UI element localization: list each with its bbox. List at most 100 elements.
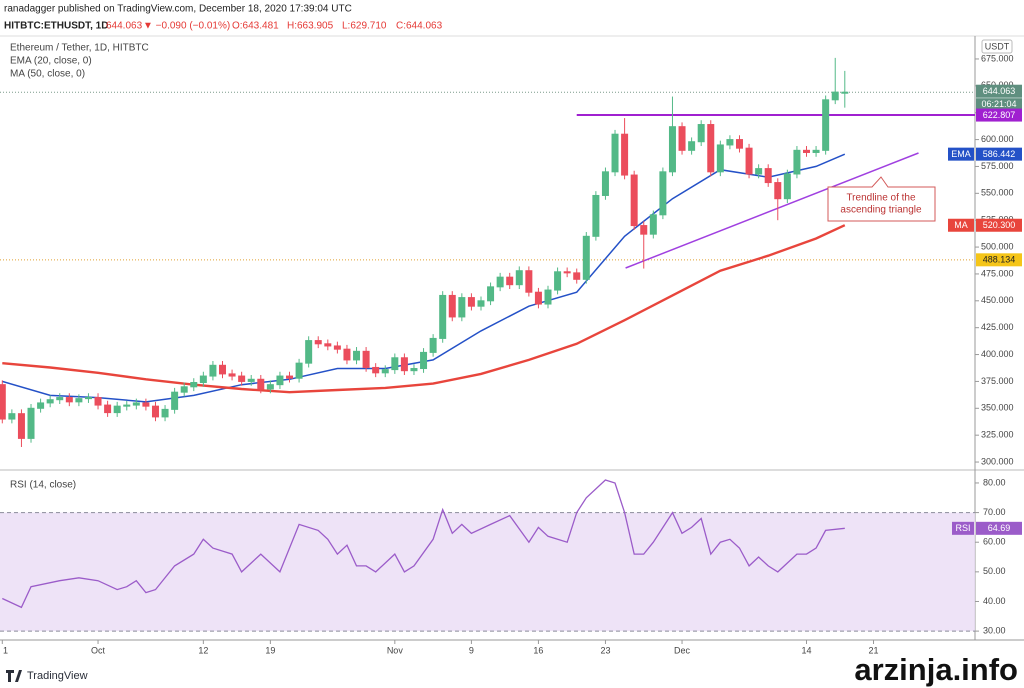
y-tick-label: 425.000 xyxy=(981,322,1014,332)
y-tick-label: 600.000 xyxy=(981,134,1014,144)
price-change: ▼ −0.090 (−0.01%) xyxy=(143,21,230,32)
countdown: 06:21:04 xyxy=(981,99,1016,109)
ohlc-open: O:643.481 xyxy=(232,21,279,32)
candle-body xyxy=(247,378,255,382)
candle-body xyxy=(314,340,322,345)
trendline xyxy=(625,152,919,269)
candle-body xyxy=(27,407,35,439)
candle-body xyxy=(391,357,399,371)
candle-body xyxy=(659,171,667,216)
candle-body xyxy=(630,174,638,227)
y-tick-label: 50.00 xyxy=(983,566,1006,576)
candle-body xyxy=(286,375,294,379)
candle-body xyxy=(238,375,246,382)
rsi-badge-bg xyxy=(976,521,1022,535)
publisher-line: ranadagger published on TradingView.com,… xyxy=(4,4,352,15)
candle-body xyxy=(726,139,734,146)
y-tick-label: 40.00 xyxy=(983,596,1006,606)
rsi-band xyxy=(0,512,975,632)
candle-body xyxy=(544,289,552,305)
candle-body xyxy=(372,366,380,374)
y-tick-label: 500.000 xyxy=(981,241,1014,251)
candle-body xyxy=(745,147,753,175)
rsi-line xyxy=(2,479,845,609)
candle-body xyxy=(171,391,179,410)
candle-body xyxy=(496,276,504,288)
candle-body xyxy=(582,235,590,280)
symbol: HITBTC:ETHUSDT, 1D xyxy=(4,21,108,32)
rsi-badge-tag xyxy=(952,521,974,535)
candle-body xyxy=(209,364,217,377)
candle-body xyxy=(228,373,236,377)
y-tick-label: 60.00 xyxy=(983,537,1006,547)
legend-ema: EMA (20, close, 0) xyxy=(10,56,92,67)
candle-body xyxy=(534,291,542,305)
y-tick-label: 30.00 xyxy=(983,625,1006,635)
candle-body xyxy=(37,402,45,409)
y-tick-label: 550.000 xyxy=(981,188,1014,198)
x-tick-label: 21 xyxy=(869,645,879,655)
x-tick-label: 9 xyxy=(469,645,474,655)
candle-body xyxy=(75,398,83,403)
candle-body xyxy=(515,270,523,286)
candle-body xyxy=(84,397,92,400)
legend-ma: MA (50, close, 0) xyxy=(10,69,85,80)
candle-body xyxy=(362,350,370,368)
last-price-badge: 644.063 xyxy=(983,86,1016,96)
candle-body xyxy=(410,368,418,372)
candle-body xyxy=(46,399,54,404)
currency-box xyxy=(981,39,1013,54)
candle-body xyxy=(324,343,332,347)
candle-body xyxy=(343,348,351,361)
logo-icon xyxy=(6,670,22,682)
indicator-badge-bg xyxy=(976,218,1022,232)
candle-body xyxy=(0,384,6,420)
candle-body xyxy=(525,270,533,293)
y-tick-label: 375.000 xyxy=(981,376,1014,386)
candle-body xyxy=(420,351,428,370)
candle-body xyxy=(592,194,600,237)
candle-body xyxy=(65,397,73,403)
candle-body xyxy=(506,276,514,286)
candle-body xyxy=(774,182,782,200)
ohlc-low: L:629.710 xyxy=(342,21,387,32)
candle-body xyxy=(735,139,743,149)
candle-body xyxy=(429,337,437,353)
x-tick-label: 14 xyxy=(801,645,811,655)
candle-body xyxy=(8,413,16,420)
x-tick-label: 19 xyxy=(265,645,275,655)
last-price: 644.063 xyxy=(106,21,143,32)
candle-body xyxy=(305,340,313,364)
candle-body xyxy=(640,225,648,235)
indicator-badge: 586.442 xyxy=(983,149,1016,159)
y-tick-label: 80.00 xyxy=(983,477,1006,487)
x-tick-label: 16 xyxy=(533,645,543,655)
candle-body xyxy=(601,171,609,196)
y-tick-label: 475.000 xyxy=(981,268,1014,278)
candle-body xyxy=(295,362,303,379)
x-tick-label: 12 xyxy=(198,645,208,655)
candle-body xyxy=(381,369,389,374)
ohlc-close: C:644.063 xyxy=(396,21,443,32)
candle-body xyxy=(467,297,475,307)
y-tick-label: 575.000 xyxy=(981,161,1014,171)
brand-logo: TradingView xyxy=(6,670,88,682)
resistance-badge: 622.807 xyxy=(983,110,1016,120)
y-tick-label: 675.000 xyxy=(981,53,1014,63)
annotation-line: ascending triangle xyxy=(840,205,922,216)
rsi-badge: 64.69 xyxy=(988,523,1011,533)
x-tick-label: Nov xyxy=(387,645,404,655)
y-tick-label: 325.000 xyxy=(981,430,1014,440)
candle-body xyxy=(611,133,619,173)
candle-body xyxy=(822,99,830,151)
candle-body xyxy=(333,345,341,350)
candle-body xyxy=(487,286,495,302)
candle-body xyxy=(180,386,188,393)
candle-body xyxy=(142,402,150,407)
candle-body xyxy=(400,357,408,372)
watermark: arzinja.info xyxy=(854,652,1018,687)
countdown-bg xyxy=(976,98,1022,111)
candle-body xyxy=(697,124,705,143)
candle-body xyxy=(621,133,629,176)
